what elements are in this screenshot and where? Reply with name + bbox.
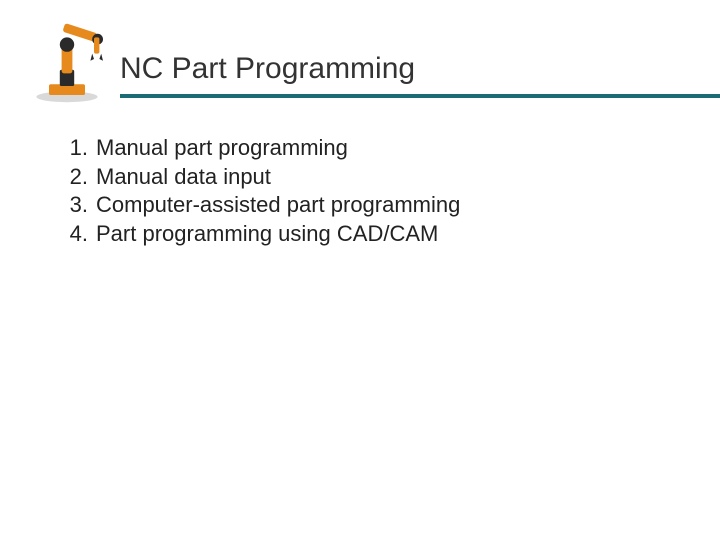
numbered-list: 1. Manual part programming 2. Manual dat…: [34, 134, 460, 248]
robot-arm-icon: [22, 14, 112, 104]
list-text: Part programming using CAD/CAM: [96, 220, 438, 249]
list-number: 3.: [34, 191, 96, 220]
list-text: Computer-assisted part programming: [96, 191, 460, 220]
list-text: Manual part programming: [96, 134, 348, 163]
list-item: 1. Manual part programming: [34, 134, 460, 163]
list-number: 4.: [34, 220, 96, 249]
list-text: Manual data input: [96, 163, 271, 192]
title-underline: [120, 94, 720, 98]
list-number: 1.: [34, 134, 96, 163]
list-number: 2.: [34, 163, 96, 192]
list-item: 3. Computer-assisted part programming: [34, 191, 460, 220]
slide-title: NC Part Programming: [120, 52, 720, 86]
list-item: 4. Part programming using CAD/CAM: [34, 220, 460, 249]
list-item: 2. Manual data input: [34, 163, 460, 192]
